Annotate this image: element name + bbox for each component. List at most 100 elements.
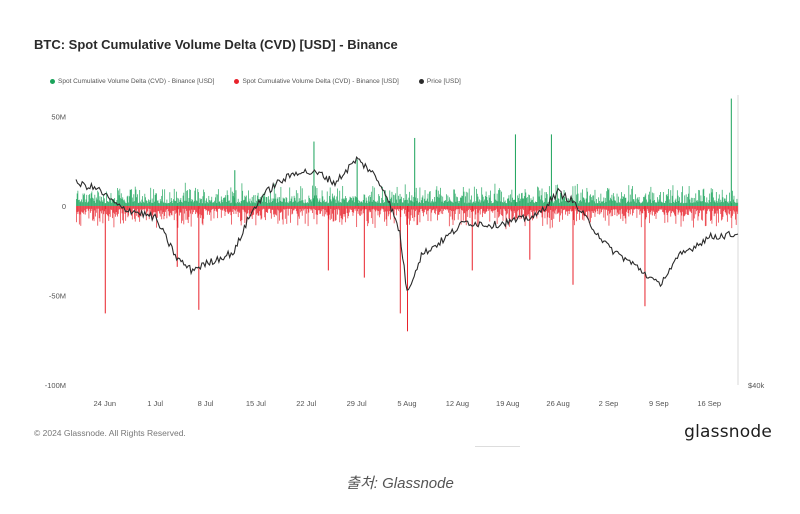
cvd-bar-positive [418, 201, 420, 206]
cvd-bar-negative [453, 205, 455, 212]
cvd-bar-negative [708, 205, 710, 209]
cvd-bar-negative [493, 205, 494, 211]
cvd-bar-positive [278, 202, 280, 206]
cvd-bar-positive [464, 202, 466, 206]
cvd-bar-positive [544, 192, 546, 206]
cvd-bar-negative [592, 205, 594, 213]
cvd-bar-negative [684, 205, 686, 216]
cvd-bar-negative [248, 205, 249, 210]
cvd-bar-negative [496, 205, 498, 224]
cvd-bar-negative [542, 205, 544, 226]
cvd-bar-negative [445, 205, 447, 209]
cvd-bar-positive [340, 202, 342, 206]
cvd-bar-positive [184, 182, 186, 206]
cvd-bar-negative [123, 205, 124, 224]
cvd-bar-negative [516, 205, 518, 220]
cvd-bar-positive [499, 190, 501, 206]
cvd-bar-positive [209, 201, 211, 206]
cvd-bar-positive [707, 203, 709, 206]
cvd-bar-negative [534, 205, 536, 213]
cvd-bar-positive [148, 201, 150, 206]
cvd-bar-positive [223, 197, 225, 206]
cvd-bar-positive [204, 203, 206, 206]
cvd-bar-positive [276, 202, 277, 206]
cvd-bar-positive [106, 191, 107, 206]
cvd-bar-negative [606, 205, 608, 210]
cvd-bar-negative [552, 205, 554, 212]
cvd-bar-negative [142, 205, 144, 210]
cvd-bar-negative [500, 205, 502, 210]
cvd-bar-negative [462, 205, 463, 211]
cvd-bar-positive [727, 201, 729, 206]
cvd-bar-negative [537, 205, 538, 211]
cvd-bar-positive [139, 190, 141, 206]
cvd-bar-positive [735, 202, 737, 206]
cvd-bar-positive [253, 195, 255, 206]
cvd-bar-negative [715, 205, 717, 227]
cvd-bar-negative [220, 205, 221, 210]
cvd-bar-negative [276, 205, 278, 210]
cvd-bar-negative [348, 205, 350, 213]
cvd-bar-negative [696, 205, 697, 212]
legend-item-cvd-positive[interactable]: Spot Cumulative Volume Delta (CVD) - Bin… [50, 78, 214, 85]
cvd-bar-positive [276, 198, 278, 206]
cvd-bar-negative [334, 205, 336, 221]
cvd-bar-negative [285, 205, 287, 209]
cvd-bar-negative [686, 205, 688, 215]
cvd-bar-negative [731, 205, 733, 229]
cvd-bar-negative [721, 205, 722, 221]
legend-item-price[interactable]: Price [USD] [418, 78, 461, 85]
cvd-bar-negative [222, 205, 224, 211]
cvd-bar-positive [601, 201, 602, 206]
cvd-bar-negative [76, 205, 78, 212]
cvd-bar-positive [220, 196, 222, 206]
cvd-bar-positive [590, 197, 592, 206]
cvd-bar-negative [406, 205, 408, 225]
cvd-bar-positive [693, 197, 695, 206]
cvd-bar-negative [587, 205, 589, 211]
cvd-bar-negative [289, 205, 291, 209]
cvd-bar-positive [445, 200, 447, 206]
cvd-bar-negative [214, 205, 216, 211]
cvd-bar-positive [452, 202, 454, 206]
cvd-spike-negative [644, 205, 646, 307]
legend-label: Price [USD] [426, 78, 461, 85]
cvd-bar-positive [704, 202, 706, 206]
cvd-bar-negative [647, 205, 649, 211]
cvd-bar-negative [180, 205, 182, 213]
cvd-bar-negative [415, 205, 417, 210]
cvd-bar-positive [622, 196, 624, 206]
cvd-bar-negative [309, 205, 311, 210]
cvd-bar-negative [659, 205, 661, 210]
cvd-bar-negative [137, 205, 138, 210]
cvd-bar-negative [339, 205, 341, 223]
cvd-bar-negative [216, 205, 218, 212]
cvd-bar-positive [297, 193, 299, 206]
cvd-bar-positive [250, 203, 252, 206]
cvd-bar-negative [693, 205, 695, 219]
cvd-bar-negative [701, 205, 703, 220]
cvd-bar-negative [101, 205, 103, 211]
cvd-bar-positive [325, 201, 327, 206]
cvd-bar-negative [277, 205, 279, 224]
cvd-bar-negative [642, 205, 644, 214]
cvd-bar-positive [365, 197, 367, 206]
cvd-bar-positive [216, 202, 218, 206]
cvd-bar-negative [133, 205, 135, 209]
cvd-bar-positive [573, 202, 575, 206]
cvd-bar-positive [576, 183, 578, 206]
cvd-bar-negative [509, 205, 511, 227]
cvd-bar-negative [158, 205, 160, 212]
cvd-bar-positive [490, 200, 492, 206]
cvd-bar-negative [563, 205, 565, 210]
cvd-bar-positive [343, 199, 345, 206]
cvd-bar-positive [453, 189, 455, 206]
cvd-bar-negative [319, 205, 321, 214]
cvd-bar-positive [372, 186, 374, 206]
cvd-bar-positive [408, 197, 410, 206]
cvd-bar-positive [378, 194, 380, 206]
cvd-bar-negative [89, 205, 91, 209]
cvd-bar-positive [387, 200, 389, 206]
legend-item-cvd-negative[interactable]: Spot Cumulative Volume Delta (CVD) - Bin… [234, 78, 399, 85]
cvd-bar-negative [486, 205, 488, 212]
